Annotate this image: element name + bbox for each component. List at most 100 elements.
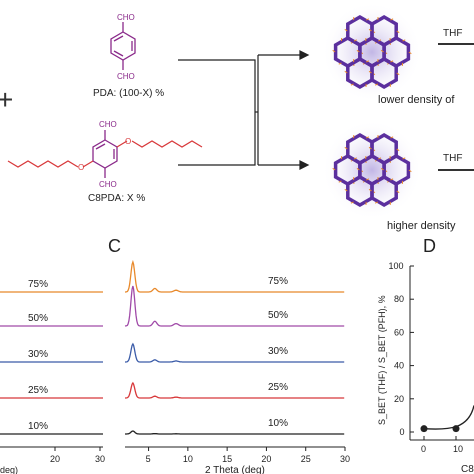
side-chain-mark bbox=[396, 190, 400, 194]
side-chain-mark bbox=[380, 49, 384, 53]
thf-label-bottom: THF bbox=[443, 153, 462, 164]
side-chain-mark bbox=[332, 49, 336, 53]
pda-cho-bottom: CHO bbox=[117, 72, 135, 81]
panel-d-xlabel: C8 bbox=[461, 464, 474, 474]
panel-b-percent-label: 75% bbox=[28, 279, 48, 290]
merge-arrows bbox=[178, 50, 310, 170]
cof-framework-higher-density bbox=[322, 120, 422, 220]
c8pda-cho-bottom: CHO bbox=[99, 180, 117, 189]
c8pda-cho-top: CHO bbox=[99, 120, 117, 129]
o-left: O bbox=[78, 163, 84, 172]
side-chain-mark bbox=[390, 60, 394, 63]
panel-b-tick-label: 20 bbox=[50, 454, 60, 464]
thf-label-top: THF bbox=[443, 28, 462, 39]
side-chain-mark bbox=[338, 62, 342, 65]
side-chain-mark bbox=[396, 30, 400, 34]
panel-c-percent-label: 25% bbox=[268, 382, 288, 393]
panel-c-letter: C bbox=[108, 236, 121, 256]
side-chain-mark bbox=[356, 49, 360, 53]
side-chain-mark bbox=[374, 201, 379, 204]
side-chain-mark bbox=[374, 83, 379, 86]
panel-d-ytick-label: 0 bbox=[400, 427, 405, 437]
alkyl-chains bbox=[7, 140, 203, 168]
side-chain-mark bbox=[365, 178, 370, 181]
side-chain-mark bbox=[408, 51, 412, 55]
pda-molecule bbox=[110, 22, 136, 70]
caption-lower-density: lower density of bbox=[378, 94, 455, 106]
panel-c-tick-label: 20 bbox=[261, 454, 271, 464]
panel-c-tick-label: 30 bbox=[340, 454, 350, 464]
panel-b-xlabel: deg) bbox=[0, 465, 18, 474]
panel-c-tick-label: 25 bbox=[301, 454, 311, 464]
panel-c-tick-label: 5 bbox=[146, 454, 151, 464]
c8pda-label: C8PDA: X % bbox=[88, 193, 146, 204]
side-chain-mark bbox=[402, 157, 406, 160]
panel-c-tick-label: 10 bbox=[183, 454, 193, 464]
side-chain-mark bbox=[344, 146, 348, 150]
panel-b-percent-label: 50% bbox=[28, 313, 48, 324]
side-chain-mark bbox=[390, 136, 394, 139]
panel-c-tick-label: 15 bbox=[222, 454, 232, 464]
side-chain-mark bbox=[378, 39, 382, 42]
side-chain-mark bbox=[353, 157, 357, 160]
side-chain-mark bbox=[368, 70, 372, 74]
side-chain-mark bbox=[408, 169, 412, 173]
side-chain-mark bbox=[396, 72, 400, 76]
plus-sign: + bbox=[0, 84, 14, 115]
panel-c-percent-label: 75% bbox=[268, 276, 288, 287]
panel-c-trace bbox=[125, 430, 345, 435]
caption-higher-density: higher density bbox=[387, 220, 456, 232]
scheme-top: CHO CHO O O CHO CHO THF THF bbox=[7, 2, 474, 220]
c8pda-molecule bbox=[92, 130, 118, 178]
framework-hexagon bbox=[370, 174, 398, 208]
pda-label: PDA: (100-X) % bbox=[93, 88, 165, 99]
side-chain-mark bbox=[378, 157, 382, 160]
side-chain-mark bbox=[344, 70, 348, 74]
panel-c-percent-label: 10% bbox=[268, 418, 288, 429]
side-chain-mark bbox=[368, 188, 372, 192]
side-chain-mark bbox=[390, 18, 394, 21]
panel-d-ytick-label: 100 bbox=[389, 261, 404, 271]
panel-d-ytick-label: 40 bbox=[394, 361, 404, 371]
side-chain-mark bbox=[344, 188, 348, 192]
panel-b-tick-label: 30 bbox=[95, 454, 105, 464]
side-chain-mark bbox=[350, 83, 354, 86]
side-chain-mark bbox=[396, 148, 400, 152]
panel-c-trace bbox=[124, 285, 345, 327]
panel-b-percent-label: 25% bbox=[28, 385, 48, 396]
side-chain-mark bbox=[356, 167, 360, 171]
panel-b-percent-label: 30% bbox=[28, 349, 48, 360]
panel-d-ytick-label: 60 bbox=[394, 327, 404, 337]
side-chain-mark bbox=[344, 28, 348, 32]
side-chain-mark bbox=[402, 39, 406, 42]
cof-framework-lower-density bbox=[322, 2, 422, 102]
panel-d-bet-ratio: 0 20 40 60 80 100 0 10 C8 S_BET (THF) / S_BET (PF… bbox=[377, 261, 474, 474]
side-chain-mark bbox=[380, 167, 384, 171]
panel-c-xrd: 75% 50% 30% 25% 10% 5 10 15 20 25 30 2 Theta (deg) bbox=[124, 259, 350, 474]
side-chain-mark bbox=[332, 167, 336, 171]
figure-panels: 75% 50% 30% 25% 10% 20 30 deg) 75% 50% 30% 25% 10% 5… bbox=[0, 259, 474, 474]
side-chain-mark bbox=[390, 178, 394, 181]
panel-b-xrd: 75% 50% 30% 25% 10% 20 30 deg) bbox=[0, 279, 105, 474]
panel-c-trace bbox=[125, 381, 345, 399]
panel-d-xtick-label: 0 bbox=[421, 444, 426, 454]
panel-d-trend-curve bbox=[423, 405, 474, 430]
side-chain-mark bbox=[353, 39, 357, 42]
panel-d-xtick-label: 10 bbox=[453, 444, 463, 454]
panel-c-percent-label: 50% bbox=[268, 310, 288, 321]
panel-b-percent-label: 10% bbox=[28, 421, 48, 432]
side-chain-mark bbox=[368, 28, 372, 32]
panel-c-trace bbox=[125, 259, 345, 293]
side-chain-mark bbox=[350, 201, 354, 204]
pda-cho-top: CHO bbox=[117, 13, 135, 22]
panel-d-data-point bbox=[420, 425, 428, 433]
panel-d-data-point bbox=[452, 425, 460, 433]
panel-c-percent-label: 30% bbox=[268, 346, 288, 357]
panel-d-letter: D bbox=[423, 236, 436, 256]
panel-c-xlabel: 2 Theta (deg) bbox=[205, 465, 265, 474]
panel-c-trace bbox=[125, 342, 345, 363]
o-right: O bbox=[125, 137, 131, 146]
side-chain-mark bbox=[365, 60, 370, 63]
side-chain-mark bbox=[338, 180, 342, 183]
panel-d-ylabel: S_BET (THF) / S_BET (PFH), % bbox=[377, 295, 387, 425]
